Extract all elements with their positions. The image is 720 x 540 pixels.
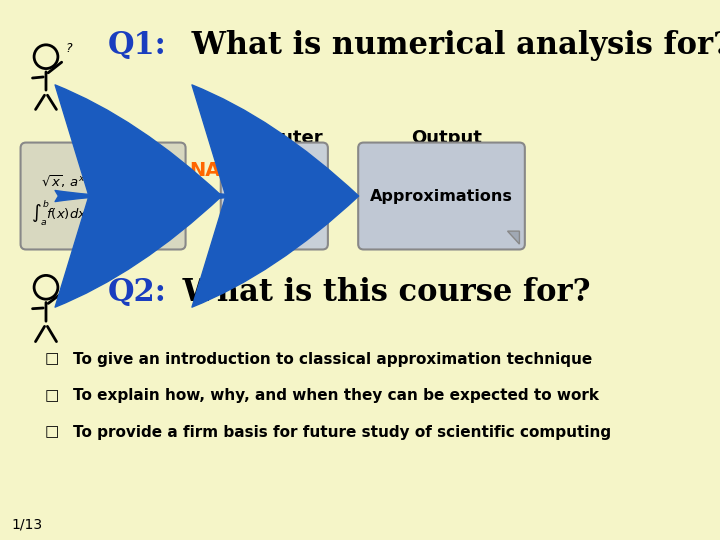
- Text: □: □: [44, 424, 58, 440]
- Text: ?: ?: [296, 207, 308, 227]
- FancyBboxPatch shape: [358, 143, 525, 249]
- Polygon shape: [508, 231, 519, 244]
- Text: To give an introduction to classical approximation technique: To give an introduction to classical app…: [73, 352, 593, 367]
- Text: ?: ?: [66, 272, 73, 285]
- FancyBboxPatch shape: [21, 143, 186, 249]
- Text: Input: Input: [76, 129, 130, 147]
- Text: 1/13: 1/13: [12, 518, 43, 532]
- Text: $\sqrt{x},\, a^{x},\, \sin x,\, A\overrightarrow{x}\;\; \overrightarrow{b}$: $\sqrt{x},\, a^{x},\, \sin x,\, A\overri…: [40, 168, 166, 191]
- Text: Q1:: Q1:: [108, 30, 167, 62]
- FancyArrowPatch shape: [55, 85, 222, 307]
- Text: To provide a firm basis for future study of scientific computing: To provide a firm basis for future study…: [73, 424, 611, 440]
- Text: Q2:: Q2:: [108, 277, 167, 308]
- Text: ?: ?: [240, 207, 252, 227]
- Text: ?: ?: [66, 42, 73, 55]
- Text: To explain how, why, and when they can be expected to work: To explain how, why, and when they can b…: [73, 388, 599, 403]
- Text: What is this course for?: What is this course for?: [172, 277, 590, 308]
- FancyArrowPatch shape: [192, 85, 359, 307]
- Text: NA: NA: [189, 160, 220, 180]
- Text: Computer: Computer: [223, 129, 323, 147]
- Text: $\int_{a}^{b}\! f(x)dx,\, \frac{d}{dx}f(x),\, ...$: $\int_{a}^{b}\! f(x)dx,\, \frac{d}{dx}f(…: [32, 198, 158, 227]
- Text: Approximations: Approximations: [370, 188, 513, 204]
- FancyBboxPatch shape: [221, 143, 328, 249]
- Text: □: □: [44, 388, 58, 403]
- Text: What is numerical analysis for?: What is numerical analysis for?: [181, 30, 720, 62]
- Text: □: □: [44, 352, 58, 367]
- Text: Output: Output: [411, 129, 482, 147]
- Text: ?: ?: [269, 165, 280, 186]
